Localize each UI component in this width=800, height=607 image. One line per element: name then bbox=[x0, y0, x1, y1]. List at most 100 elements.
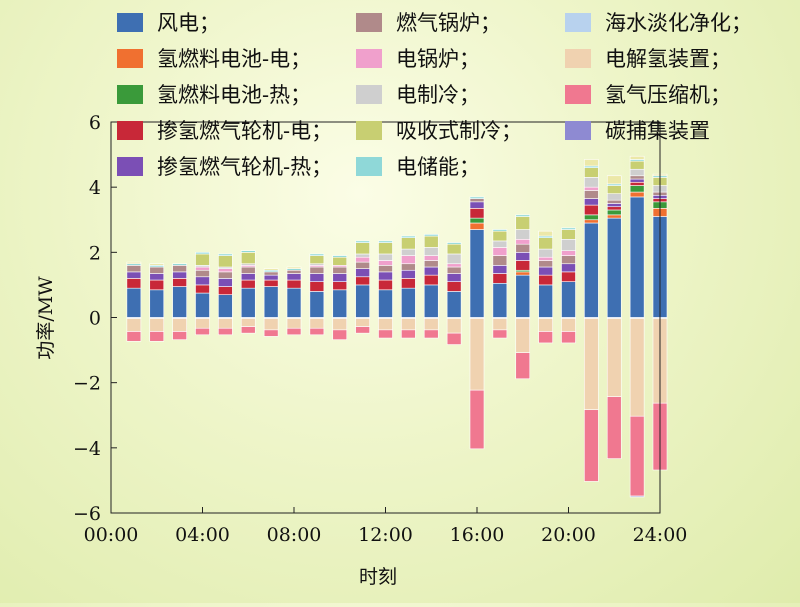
bar-segment bbox=[446, 253, 462, 265]
legend-swatch bbox=[565, 49, 591, 68]
bar-segment bbox=[355, 261, 370, 269]
bar-segment bbox=[309, 291, 325, 318]
bar-segment bbox=[149, 289, 165, 318]
y-tick-label: 4 bbox=[89, 177, 101, 199]
legend-label: 氢燃料电池-电； bbox=[157, 47, 311, 71]
bar-segment bbox=[629, 160, 645, 170]
legend-label: 氢燃料电池-热； bbox=[157, 83, 311, 107]
bar-segment bbox=[515, 229, 531, 240]
bar-segment bbox=[263, 268, 279, 271]
legend-label: 海水淡化净化； bbox=[605, 11, 752, 35]
legend-label: 燃气锅炉； bbox=[396, 11, 501, 35]
bar-segment bbox=[538, 266, 553, 276]
bar-segment bbox=[149, 331, 165, 342]
y-tick-label: 0 bbox=[89, 308, 101, 330]
bar-segment bbox=[195, 269, 210, 278]
bar-segment bbox=[538, 274, 553, 286]
legend-swatch bbox=[117, 85, 143, 104]
bar-segment bbox=[332, 318, 348, 331]
bar-segment bbox=[126, 271, 142, 279]
bar-segment bbox=[309, 255, 325, 265]
legend-label: 氢气压缩机； bbox=[605, 83, 731, 107]
bar-segment bbox=[492, 273, 508, 284]
bar-segment bbox=[492, 230, 508, 242]
bar-segment bbox=[584, 167, 599, 178]
legend: 风电； 氢燃料电池-电； 氢燃料电池-热； 掺氢燃气轮机-电； 掺氢燃气轮机-热； 燃气锅… bbox=[117, 11, 752, 179]
bar-segment bbox=[126, 265, 142, 273]
bar-segment bbox=[286, 266, 302, 269]
bar-segment bbox=[423, 266, 439, 276]
y-tick-label: −6 bbox=[73, 503, 101, 525]
bar-segment bbox=[538, 260, 553, 268]
y-axis-label: 功率/MW bbox=[35, 276, 57, 360]
bar-segment bbox=[378, 289, 393, 318]
bar-segment bbox=[286, 269, 302, 274]
bar-segment bbox=[515, 271, 531, 276]
bar-segment bbox=[515, 239, 531, 245]
bar-segment bbox=[332, 273, 348, 282]
bar-segment bbox=[515, 216, 531, 230]
bar-segment bbox=[172, 265, 187, 273]
bar-segment bbox=[423, 284, 439, 318]
bar-segment bbox=[606, 175, 622, 185]
bar-segment bbox=[606, 217, 622, 318]
bar-segment bbox=[423, 255, 439, 261]
bar-segment bbox=[355, 268, 370, 278]
bar-segment bbox=[538, 284, 553, 318]
legend-label: 电制冷； bbox=[396, 83, 480, 107]
bar-segment bbox=[423, 235, 439, 248]
legend-label: 碳捕集装置 bbox=[605, 119, 710, 143]
bar-segment bbox=[355, 253, 370, 258]
bar-segment bbox=[240, 273, 256, 281]
bar-segment bbox=[469, 389, 485, 450]
bar-segment bbox=[332, 255, 348, 258]
bar-segment bbox=[401, 287, 416, 318]
bar-segment bbox=[492, 282, 508, 318]
y-tick-label: −2 bbox=[73, 373, 101, 395]
bar-segment bbox=[446, 263, 462, 268]
bar-segment bbox=[195, 327, 210, 336]
y-tick-label: 6 bbox=[89, 112, 101, 134]
bar-segment bbox=[584, 318, 599, 411]
legend-swatch bbox=[565, 85, 591, 104]
bar-segment bbox=[240, 279, 256, 289]
bar-segment bbox=[561, 271, 576, 282]
legend-swatch bbox=[565, 13, 591, 32]
x-tick-label: 04:00 bbox=[175, 524, 230, 546]
bar-segment bbox=[423, 274, 439, 286]
bar-segment bbox=[309, 327, 325, 336]
bar-segment bbox=[263, 329, 279, 337]
bar-segment bbox=[195, 253, 210, 266]
x-tick-label: 16:00 bbox=[450, 524, 505, 546]
bars-layer bbox=[126, 155, 668, 498]
bar-segment bbox=[515, 260, 531, 271]
bar-segment bbox=[492, 318, 508, 331]
legend-label: 吸收式制冷； bbox=[396, 119, 522, 143]
bar-segment bbox=[629, 175, 645, 180]
bar-segment bbox=[218, 294, 233, 318]
bar-segment bbox=[195, 266, 210, 271]
bar-segment bbox=[355, 240, 370, 243]
bar-segment bbox=[195, 292, 210, 318]
bar-segment bbox=[172, 278, 187, 287]
bar-segment bbox=[218, 253, 233, 256]
bar-segment bbox=[584, 198, 599, 206]
bar-segment bbox=[378, 265, 393, 273]
bar-segment bbox=[469, 217, 485, 224]
bar-segment bbox=[195, 252, 210, 255]
bar-segment bbox=[606, 396, 622, 459]
bar-segment bbox=[606, 199, 622, 204]
x-tick-label: 20:00 bbox=[541, 524, 596, 546]
bar-segment bbox=[286, 273, 302, 281]
bar-segment bbox=[584, 190, 599, 199]
bar-segment bbox=[629, 196, 645, 318]
legend-label: 掺氢燃气轮机-电； bbox=[157, 119, 332, 143]
bar-segment bbox=[355, 242, 370, 255]
bar-segment bbox=[584, 186, 599, 191]
bar-segment bbox=[263, 279, 279, 287]
bar-segment bbox=[606, 318, 622, 397]
legend-label: 掺氢燃气轮机-热； bbox=[157, 155, 332, 179]
legend-swatch bbox=[356, 85, 382, 104]
